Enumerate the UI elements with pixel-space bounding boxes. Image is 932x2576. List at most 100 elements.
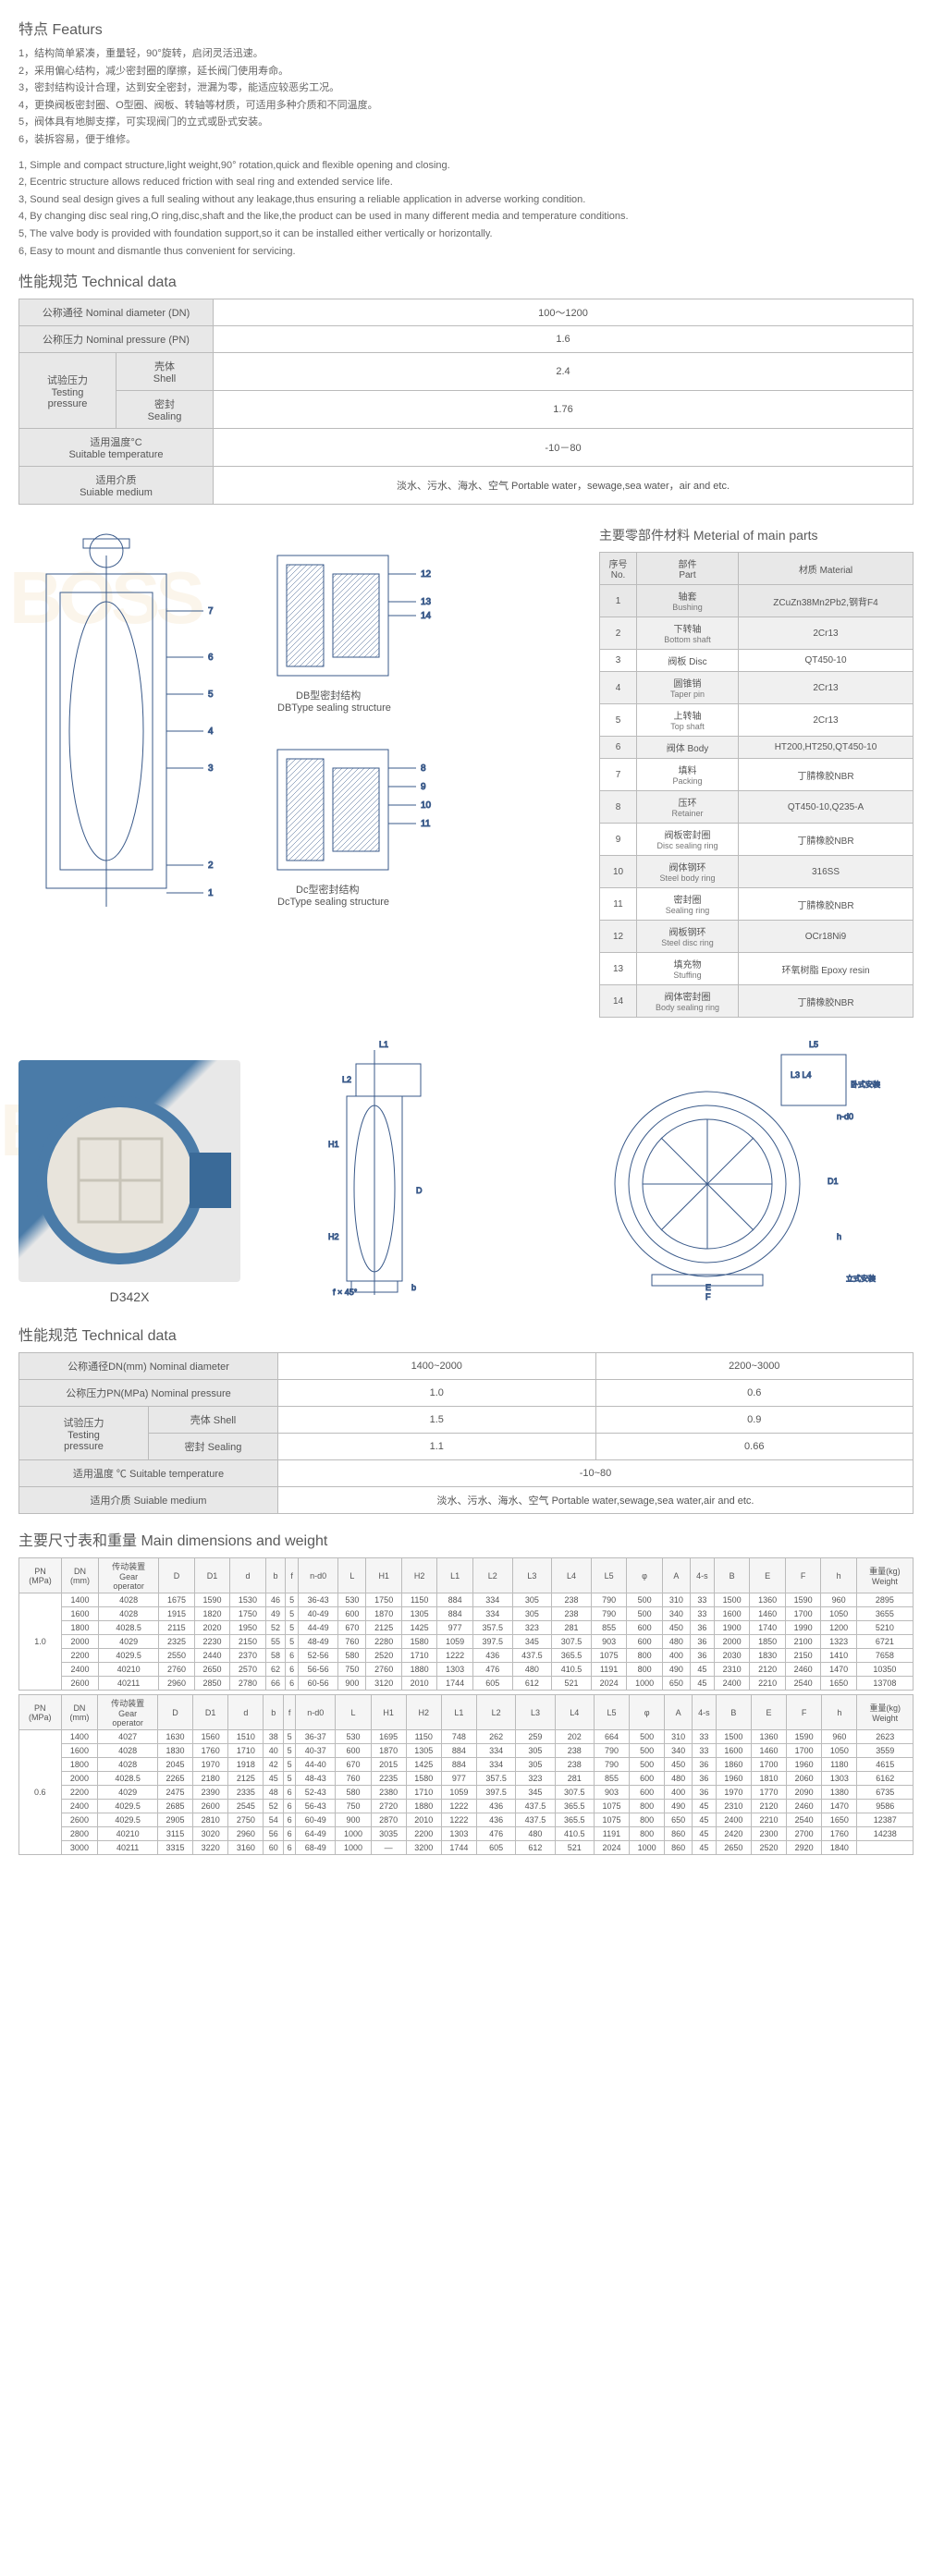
t2-seal-v2: 0.66 (595, 1434, 914, 1460)
t2-seal-v1: 1.1 (278, 1434, 596, 1460)
dim-row: 30004021133153220316060668-491000—320017… (19, 1841, 914, 1855)
pn-value: 1.6 (214, 326, 914, 353)
feature-item: 5，阀体具有地脚支撑，可实现阀门的立式或卧式安装。 (18, 115, 914, 131)
svg-text:Dc型密封结构: Dc型密封结构 (296, 883, 359, 896)
feature-item: 1, Simple and compact structure,light we… (18, 158, 914, 175)
features-cn-list: 1，结构简单紧凑，重量轻，90°旋转，启闭灵活迅速。2，采用偏心结构，减少密封圈… (18, 46, 914, 149)
tech2-table: 公称通径DN(mm) Nominal diameter1400~20002200… (18, 1352, 914, 1514)
material-row: 5上转轴Top shaft2Cr13 (600, 704, 914, 737)
t2-pn-v2: 0.6 (595, 1380, 914, 1407)
dim-row: 1.01400402816751590153046536-43530175011… (19, 1593, 914, 1607)
material-row: 4圆锥销Taper pin2Cr13 (600, 672, 914, 704)
svg-text:10: 10 (421, 800, 432, 811)
test-label: 试验压力 Testing pressure (19, 353, 116, 429)
dim-row: 24004021027602650257062656-5675027601880… (19, 1663, 914, 1677)
svg-text:H1: H1 (328, 1140, 339, 1149)
svg-text:11: 11 (421, 819, 431, 829)
medium-label: 适用介质 Suiable medium (19, 467, 214, 505)
feature-item: 1，结构简单紧凑，重量轻，90°旋转，启闭灵活迅速。 (18, 46, 914, 63)
material-row: 13填充物Stuffing环氧树脂 Epoxy resin (600, 953, 914, 985)
svg-text:9: 9 (421, 782, 426, 792)
product-photo (18, 1060, 240, 1282)
svg-text:7: 7 (208, 606, 214, 617)
dim-row: 18004028.521152020195052544-496702125142… (19, 1621, 914, 1635)
diagram-area: BOSS 7 6 5 4 3 2 1 (18, 519, 590, 928)
t2-temp-label: 适用温度 ℃ Suitable temperature (19, 1460, 278, 1487)
t2-pn-label: 公称压力PN(MPa) Nominal pressure (19, 1380, 278, 1407)
svg-text:6: 6 (208, 653, 214, 663)
feature-item: 2, Ecentric structure allows reduced fri… (18, 175, 914, 191)
seal-value: 1.76 (214, 391, 914, 429)
mat-h-no: 序号 No. (600, 553, 637, 585)
dim-row: 0.61400402716301560151038536-37530169511… (19, 1730, 914, 1744)
svg-text:f × 45°: f × 45° (333, 1288, 358, 1297)
temp-value: -10－80 (214, 429, 914, 467)
svg-text:立式安装: 立式安装 (846, 1274, 876, 1283)
material-row: 8压环RetainerQT450-10,Q235-A (600, 791, 914, 824)
t2-shell-label: 壳体 Shell (149, 1407, 278, 1434)
t2-pn-v1: 1.0 (278, 1380, 596, 1407)
dims-table: PN (MPa)DN (mm)传动装置 Gear operatorDD1dbfn… (18, 1557, 914, 1691)
t2-test-label: 试验压力 Testing pressure (19, 1407, 149, 1460)
svg-text:h: h (837, 1232, 841, 1241)
svg-text:2: 2 (208, 861, 214, 871)
dim-row: 20004028.522652180212545548-437602235158… (19, 1772, 914, 1786)
tech2-title: 性能规范 Technical data (18, 1323, 914, 1345)
svg-text:14: 14 (421, 611, 432, 621)
svg-text:12: 12 (421, 569, 432, 580)
material-row: 1轴套BushingZCuZn38Mn2Pb2,钢背F4 (600, 585, 914, 617)
dn-value: 100～1200 (214, 299, 914, 326)
features-en-list: 1, Simple and compact structure,light we… (18, 158, 914, 261)
svg-text:DcType sealing structure: DcType sealing structure (277, 897, 389, 908)
svg-text:13: 13 (421, 597, 432, 607)
shell-label: 壳体 Shell (116, 353, 214, 391)
svg-text:5: 5 (208, 690, 214, 700)
feature-item: 3, Sound seal design gives a full sealin… (18, 192, 914, 209)
t2-medium-value: 淡水、污水、海水、空气 Portable water,sewage,sea wa… (278, 1487, 914, 1514)
svg-text:L3 L4: L3 L4 (791, 1070, 812, 1080)
material-row: 14阀体密封圈Body sealing ring丁腈橡胶NBR (600, 985, 914, 1018)
seal-label: 密封 Sealing (116, 391, 214, 429)
svg-text:卧式安装: 卧式安装 (851, 1080, 880, 1089)
t2-dn-v2: 2200~3000 (595, 1353, 914, 1380)
dim-row: 24004029.526852600254552656-437502720188… (19, 1800, 914, 1813)
material-row: 6阀体 BodyHT200,HT250,QT450-10 (600, 737, 914, 759)
dim-row: 1800402820451970191842544-40670201514258… (19, 1758, 914, 1772)
dim-row: 2000402923252230215055548-49760228015801… (19, 1635, 914, 1649)
material-row: 11密封圈Sealing ring丁腈橡胶NBR (600, 888, 914, 921)
shell-value: 2.4 (214, 353, 914, 391)
dim-row: 22004029.525502440237058652-565802520171… (19, 1649, 914, 1663)
dims-title: 主要尺寸表和重量 Main dimensions and weight (18, 1528, 914, 1550)
t2-temp-value: -10~80 (278, 1460, 914, 1487)
feature-item: 4，更换阀板密封圈、O型圈、阀板、转轴等材质，可适用多种介质和不同温度。 (18, 98, 914, 115)
material-row: 3阀板 DiscQT450-10 (600, 650, 914, 672)
drawing-side: L1 H1 H2 D f × 45° b L2 (254, 1036, 550, 1304)
feature-item: 4, By changing disc seal ring,O ring,dis… (18, 209, 914, 226)
mat-h-part: 部件 Part (637, 553, 739, 585)
dims-table-2: PN (MPa)DN (mm)传动装置 Gear operatorDD1dbfn… (18, 1694, 914, 1855)
t2-medium-label: 适用介质 Suiable medium (19, 1487, 278, 1514)
svg-text:8: 8 (421, 763, 426, 774)
material-row: 10阀体钢环Steel body ring316SS (600, 856, 914, 888)
dim-row: 2200402924752390233548652-43580238017101… (19, 1786, 914, 1800)
t2-shell-v2: 0.9 (595, 1407, 914, 1434)
dimensional-drawings: L1 H1 H2 D f × 45° b L2 L5 L3 (254, 1036, 914, 1304)
dim-row: 28004021031153020296056664-4910003035220… (19, 1827, 914, 1841)
material-row: 12阀板钢环Steel disc ringOCr18Ni9 (600, 921, 914, 953)
t2-seal-label: 密封 Sealing (149, 1434, 278, 1460)
svg-text:F: F (705, 1292, 711, 1301)
svg-text:L1: L1 (379, 1040, 388, 1049)
svg-text:3: 3 (208, 763, 214, 774)
svg-text:n-d0: n-d0 (837, 1112, 853, 1121)
t2-dn-label: 公称通径DN(mm) Nominal diameter (19, 1353, 278, 1380)
t2-dn-v1: 1400~2000 (278, 1353, 596, 1380)
svg-text:4: 4 (208, 726, 214, 737)
dn-label: 公称通径 Nominal diameter (DN) (19, 299, 214, 326)
svg-text:D1: D1 (828, 1177, 839, 1186)
dim-row: 1600402819151820175049540-49600187013058… (19, 1607, 914, 1621)
material-row: 7填料Packing丁腈橡胶NBR (600, 759, 914, 791)
feature-item: 3，密封结构设计合理，达到安全密封，泄漏为零，能适应较恶劣工况。 (18, 80, 914, 97)
material-row: 2下转轴Bottom shaft2Cr13 (600, 617, 914, 650)
t2-shell-v1: 1.5 (278, 1407, 596, 1434)
feature-item: 2，采用偏心结构，减少密封圈的摩擦，延长阀门使用寿命。 (18, 64, 914, 80)
